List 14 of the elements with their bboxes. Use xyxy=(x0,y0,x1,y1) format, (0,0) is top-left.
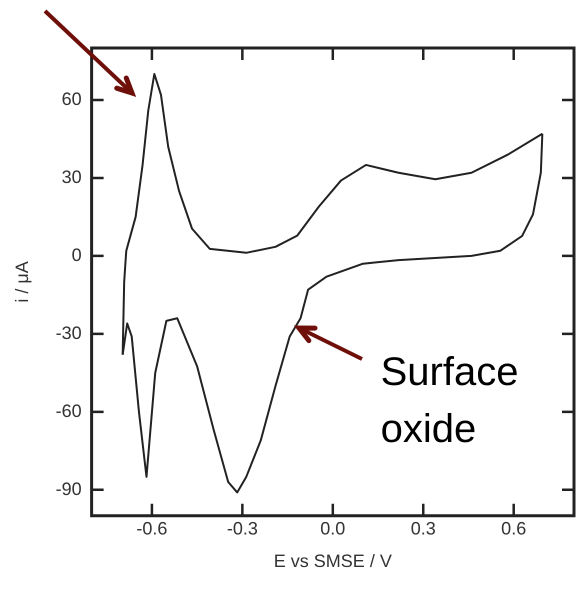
x-tick-label: -0.6 xyxy=(136,518,168,539)
x-tick-label: 0.3 xyxy=(410,518,436,539)
y-tick-label: -30 xyxy=(56,322,82,343)
x-tick-label: -0.3 xyxy=(226,518,258,539)
y-tick-label: 30 xyxy=(62,166,82,187)
x-tick-label: 0.6 xyxy=(501,518,526,539)
y-tick-label: -60 xyxy=(56,400,82,421)
x-axis-title: E vs SMSE / V xyxy=(274,551,392,572)
y-tick-label: 0 xyxy=(72,244,82,265)
y-axis-title: i / μA xyxy=(12,261,32,303)
y-tick-label: 60 xyxy=(62,88,82,109)
annotation: Surface oxide xyxy=(380,350,518,451)
x-tick-label: 0.0 xyxy=(320,518,346,539)
y-tick-label: -90 xyxy=(56,478,82,499)
